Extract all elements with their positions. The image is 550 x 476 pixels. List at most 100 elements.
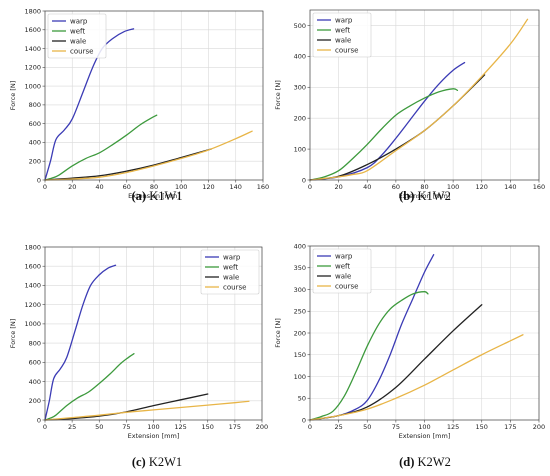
y-tick-label: 600	[29, 359, 41, 367]
legend-label-weft: weft	[223, 264, 238, 272]
x-tick-label: 0	[43, 423, 47, 431]
x-tick-label: 60	[392, 183, 400, 191]
chart-panel-k2w1: 0 25 50 75 100 125 150 175 200 0 200 400 600 800 1000 1…	[9, 243, 268, 469]
y-tick-label: 200	[29, 158, 41, 166]
x-axis-label: Extension [mm]	[399, 432, 451, 440]
y-axis-label: Force [N]	[9, 81, 17, 111]
x-tick-label: 140	[504, 183, 516, 191]
x-tick-label: 150	[202, 423, 214, 431]
figure-caption: (d) K2W2	[399, 455, 451, 469]
x-tick-label: 50	[95, 423, 103, 431]
caption-letter: (d)	[399, 455, 414, 469]
x-tick-label: 0	[308, 423, 312, 431]
y-tick-label: 400	[29, 139, 41, 147]
y-tick-label: 100	[294, 373, 306, 381]
y-tick-label: 1000	[24, 82, 41, 90]
legend-label-warp: warp	[335, 17, 353, 25]
series-line-weft	[44, 353, 135, 421]
figure-caption: (b) K1W2	[399, 189, 451, 203]
y-axis-label: Force [N]	[9, 319, 17, 349]
series-line-weft	[309, 291, 429, 421]
y-axis-label: Force [N]	[274, 80, 282, 110]
y-tick-label: 300	[294, 84, 306, 92]
y-tick-label: 1400	[24, 45, 41, 53]
y-tick-label: 800	[29, 339, 41, 347]
series-line-course	[44, 130, 253, 181]
x-tick-label: 75	[392, 423, 400, 431]
series-line-weft	[44, 114, 158, 181]
y-tick-label: 0	[302, 416, 306, 424]
series-line-warp	[44, 264, 117, 421]
x-tick-label: 25	[334, 423, 342, 431]
y-tick-label: 1000	[24, 320, 41, 328]
x-tick-label: 50	[363, 423, 371, 431]
x-tick-label: 200	[256, 423, 268, 431]
y-axis-label: Force [N]	[274, 318, 282, 348]
y-tick-label: 250	[294, 308, 306, 316]
legend-label-wale: wale	[223, 274, 239, 282]
y-tick-label: 400	[29, 378, 41, 386]
caption-name: K1W2	[414, 189, 450, 203]
series-line-warp	[309, 254, 435, 421]
y-tick-label: 1200	[24, 301, 41, 309]
y-tick-label: 800	[29, 101, 41, 109]
x-tick-label: 100	[418, 423, 430, 431]
x-tick-label: 20	[68, 183, 76, 191]
y-tick-label: 500	[294, 22, 306, 30]
legend-label-course: course	[70, 48, 93, 56]
x-tick-label: 160	[257, 183, 269, 191]
x-tick-label: 0	[43, 183, 47, 191]
legend-box	[312, 248, 372, 294]
chart-panel-k2w2: 0 25 50 75 100 125 150 175 200 0 50 100 150 200 250 300…	[274, 242, 545, 469]
caption-name: K2W1	[146, 455, 182, 469]
x-tick-label: 20	[334, 183, 342, 191]
x-tick-label: 160	[533, 183, 545, 191]
y-tick-label: 100	[294, 145, 306, 153]
caption-letter: (c)	[132, 455, 146, 469]
figure-caption: (a) K1W1	[131, 189, 182, 203]
y-tick-label: 50	[298, 395, 306, 403]
x-tick-label: 120	[202, 183, 214, 191]
legend-box	[200, 249, 260, 295]
y-tick-label: 0	[37, 416, 41, 424]
legend-label-weft: weft	[335, 263, 350, 271]
x-tick-label: 40	[363, 183, 371, 191]
legend-label-wale: wale	[335, 273, 351, 281]
legend-label-warp: warp	[223, 254, 241, 262]
x-tick-label: 150	[476, 423, 488, 431]
x-tick-label: 60	[123, 183, 131, 191]
x-tick-label: 40	[95, 183, 103, 191]
figure-caption: (c) K2W1	[132, 455, 182, 469]
y-tick-label: 400	[294, 242, 306, 250]
legend: warp weft wale course	[200, 249, 260, 295]
series-line-weft	[309, 88, 459, 181]
legend-box	[47, 13, 107, 59]
y-tick-label: 150	[294, 351, 306, 359]
legend: warp weft wale course	[312, 248, 372, 294]
legend-box	[312, 12, 372, 58]
y-tick-label: 1600	[24, 26, 41, 34]
series-line-course	[309, 334, 524, 421]
y-tick-label: 1800	[24, 243, 41, 251]
legend-label-weft: weft	[335, 27, 350, 35]
y-tick-label: 1800	[24, 7, 41, 15]
legend-label-course: course	[223, 284, 246, 292]
legend-label-wale: wale	[335, 37, 351, 45]
x-tick-label: 140	[230, 183, 242, 191]
x-tick-label: 125	[174, 423, 186, 431]
x-tick-label: 125	[447, 423, 459, 431]
legend-label-course: course	[335, 283, 358, 291]
x-tick-label: 75	[122, 423, 130, 431]
legend-label-wale: wale	[70, 38, 86, 46]
legend-label-warp: warp	[70, 18, 88, 26]
legend: warp weft wale course	[312, 12, 372, 58]
x-tick-label: 100	[175, 183, 187, 191]
y-tick-label: 600	[29, 120, 41, 128]
x-tick-label: 175	[229, 423, 241, 431]
chart-panel-k1w1: 0 20 40 60 80 100 120 140 1600200400600800100012…	[9, 7, 269, 203]
x-axis-label: Extension [mm]	[399, 192, 451, 200]
series-line-warp	[44, 28, 135, 181]
x-tick-label: 175	[504, 423, 516, 431]
series-line-course	[44, 400, 250, 421]
